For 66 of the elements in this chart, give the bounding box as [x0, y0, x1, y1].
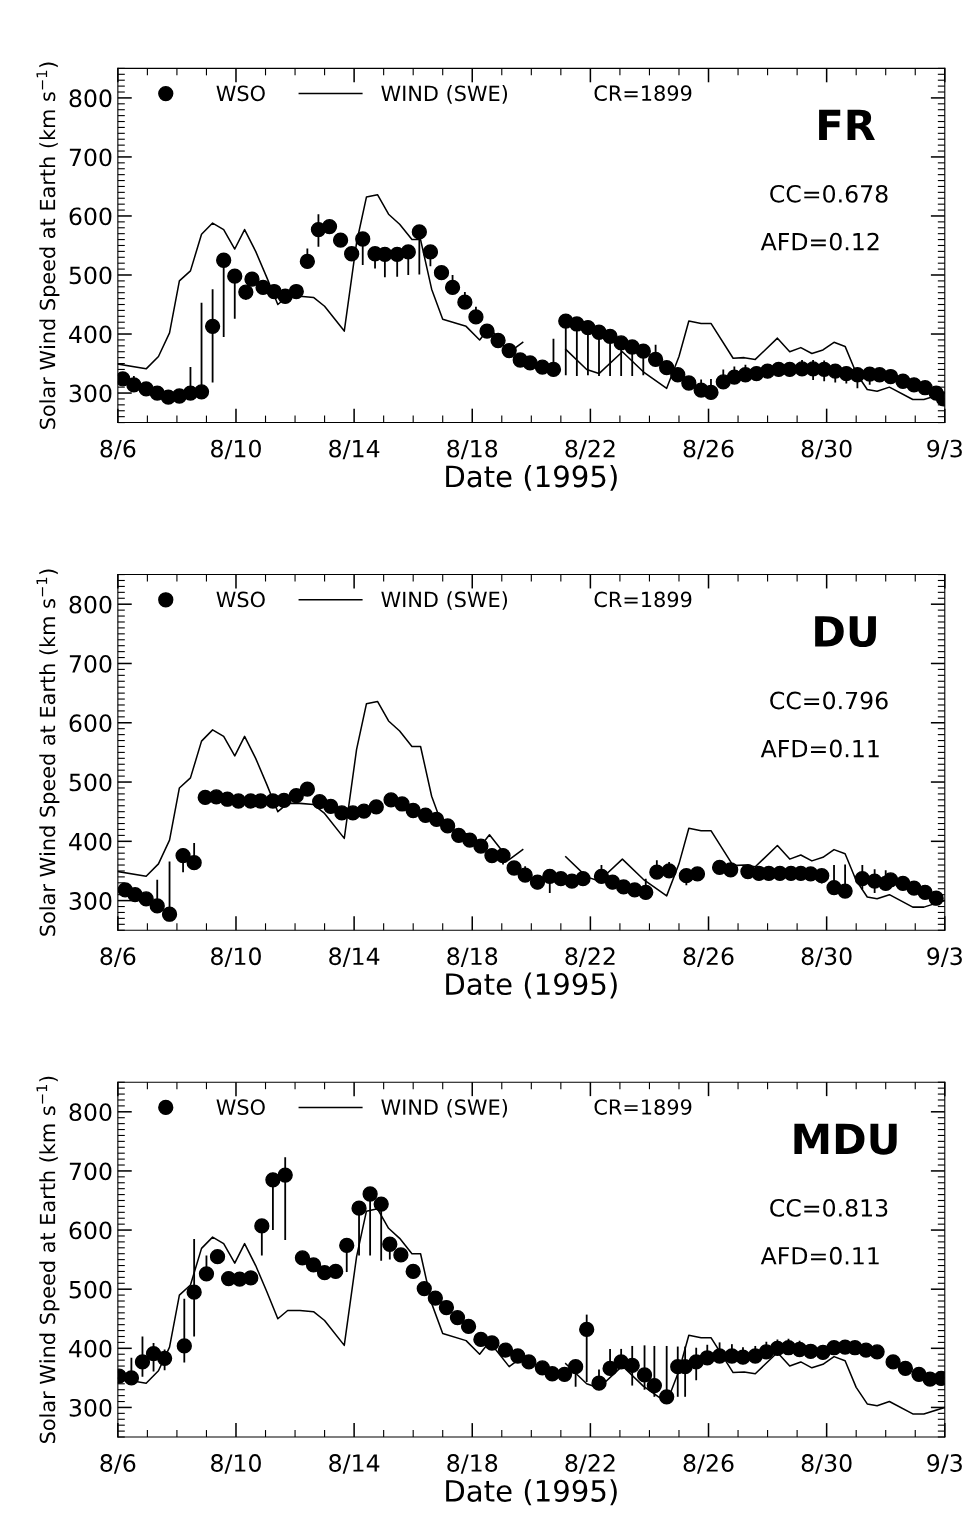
y-tick-label: 800	[69, 1103, 112, 1122]
annotation: DU	[815, 616, 876, 648]
legend-label: WSO	[216, 85, 265, 102]
annotation: CR=1899	[594, 85, 692, 102]
x-axis-title: Date (1995)	[446, 1479, 617, 1506]
x-tick-label: 8/18	[447, 439, 498, 460]
x-tick-label: 9/3	[927, 1454, 962, 1474]
x-tick-label: 9/3	[927, 947, 962, 968]
x-tick-label: 8/30	[801, 947, 852, 968]
y-tick-label: 500	[69, 1280, 112, 1299]
y-axis-title: Solar Wind Speed at Earth (km s$^{−1}$)	[36, 1076, 60, 1444]
legend-label: WIND (SWE)	[381, 85, 508, 104]
x-tick-label: 8/14	[329, 947, 380, 968]
y-tick-label: 400	[69, 1339, 112, 1358]
x-axis-title: Date (1995)	[446, 464, 617, 491]
x-tick-label: 8/18	[447, 1454, 498, 1474]
y-tick-label: 700	[69, 148, 112, 167]
x-tick-label: 8/14	[329, 439, 380, 460]
annotation: FR	[819, 109, 875, 141]
x-tick-label: 8/22	[565, 947, 615, 968]
x-tick-label: 8/26	[683, 947, 734, 968]
y-tick-label: 600	[69, 207, 112, 226]
y-tick-label: 300	[69, 892, 112, 910]
x-tick-label: 8/22	[565, 439, 615, 460]
y-tick-label: 300	[69, 384, 112, 403]
y-tick-label: 300	[69, 1398, 112, 1417]
y-tick-label: 800	[69, 89, 112, 108]
x-tick-label: 8/6	[100, 439, 136, 460]
legend-label: WSO	[216, 1099, 265, 1116]
legend-label: WIND (SWE)	[381, 591, 508, 610]
y-tick-label: 400	[69, 325, 112, 344]
x-tick-label: 8/18	[447, 947, 498, 968]
annotation: CR=1899	[594, 591, 692, 608]
x-tick-label: 8/10	[211, 947, 261, 968]
x-tick-label: 9/3	[927, 439, 962, 460]
annotation: AFD=0.11	[760, 739, 879, 758]
x-axis-title: Date (1995)	[446, 972, 617, 999]
x-tick-label: 8/26	[683, 439, 734, 460]
annotation: MDU	[794, 1123, 897, 1155]
annotation: CR=1899	[594, 1099, 692, 1115]
y-axis-title: Solar Wind Speed at Earth (km s$^{−1}$)	[36, 62, 60, 429]
y-tick-label: 500	[69, 773, 112, 792]
annotation: CC=0.813	[770, 1198, 888, 1217]
x-tick-label: 8/14	[329, 1454, 380, 1474]
x-tick-label: 8/6	[100, 947, 136, 968]
legend-label: WIND (SWE)	[381, 1098, 508, 1118]
y-tick-label: 700	[69, 654, 112, 673]
annotation: CC=0.796	[770, 691, 888, 710]
x-tick-label: 8/26	[683, 1454, 734, 1474]
y-tick-label: 400	[69, 832, 112, 851]
y-tick-label: 600	[69, 1221, 112, 1240]
x-tick-label: 8/10	[211, 1454, 261, 1474]
y-tick-label: 800	[69, 595, 112, 614]
annotation: AFD=0.12	[760, 232, 879, 251]
y-tick-label: 600	[69, 714, 112, 733]
x-tick-label: 8/6	[100, 1454, 136, 1474]
legend-label: WSO	[216, 591, 265, 608]
y-axis-title: Solar Wind Speed at Earth (km s$^{−1}$)	[36, 569, 60, 936]
x-tick-label: 8/22	[565, 1454, 615, 1474]
annotation: AFD=0.11	[760, 1246, 879, 1265]
x-tick-label: 8/30	[801, 1454, 852, 1474]
x-tick-label: 8/10	[211, 439, 261, 460]
x-tick-label: 8/30	[801, 439, 852, 460]
annotation: CC=0.678	[770, 184, 888, 203]
y-tick-label: 500	[69, 266, 112, 285]
y-tick-label: 700	[69, 1162, 112, 1181]
